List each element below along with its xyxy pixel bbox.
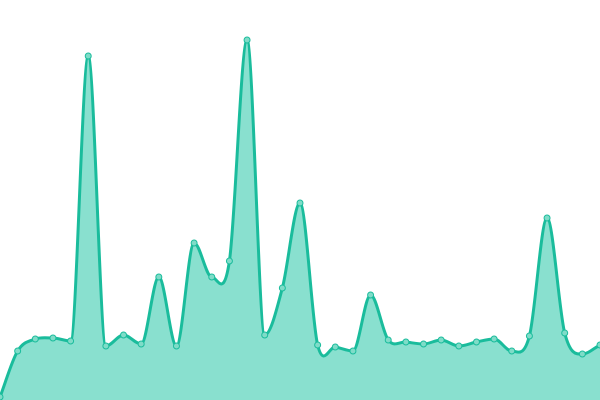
data-point-19 (331, 343, 339, 351)
data-point-5 (84, 52, 92, 60)
data-point-23 (402, 338, 410, 346)
data-point-14 (243, 36, 251, 44)
data-point-11 (190, 239, 198, 247)
data-point-6 (102, 342, 110, 350)
data-point-34 (596, 341, 600, 349)
data-point-10 (172, 342, 180, 350)
area-fill (0, 40, 600, 400)
data-point-25 (437, 336, 445, 344)
data-point-22 (384, 336, 392, 344)
data-points (0, 36, 600, 400)
data-point-30 (525, 332, 533, 340)
data-point-15 (261, 331, 269, 339)
data-point-1 (14, 347, 22, 355)
data-point-0 (0, 393, 4, 400)
data-point-31 (543, 214, 551, 222)
data-point-27 (472, 338, 480, 346)
data-point-32 (561, 329, 569, 337)
data-point-12 (208, 273, 216, 281)
data-point-8 (137, 340, 145, 348)
data-point-9 (155, 273, 163, 281)
data-point-17 (296, 199, 304, 207)
data-point-28 (490, 335, 498, 343)
data-point-16 (278, 284, 286, 292)
data-point-26 (455, 342, 463, 350)
data-point-7 (120, 331, 128, 339)
data-point-29 (508, 347, 516, 355)
data-point-21 (367, 291, 375, 299)
data-point-24 (420, 340, 428, 348)
data-point-3 (49, 334, 57, 342)
data-point-4 (67, 337, 75, 345)
data-point-20 (349, 347, 357, 355)
data-point-33 (578, 350, 586, 358)
data-point-13 (225, 257, 233, 265)
data-point-18 (314, 341, 322, 349)
data-point-2 (31, 335, 39, 343)
